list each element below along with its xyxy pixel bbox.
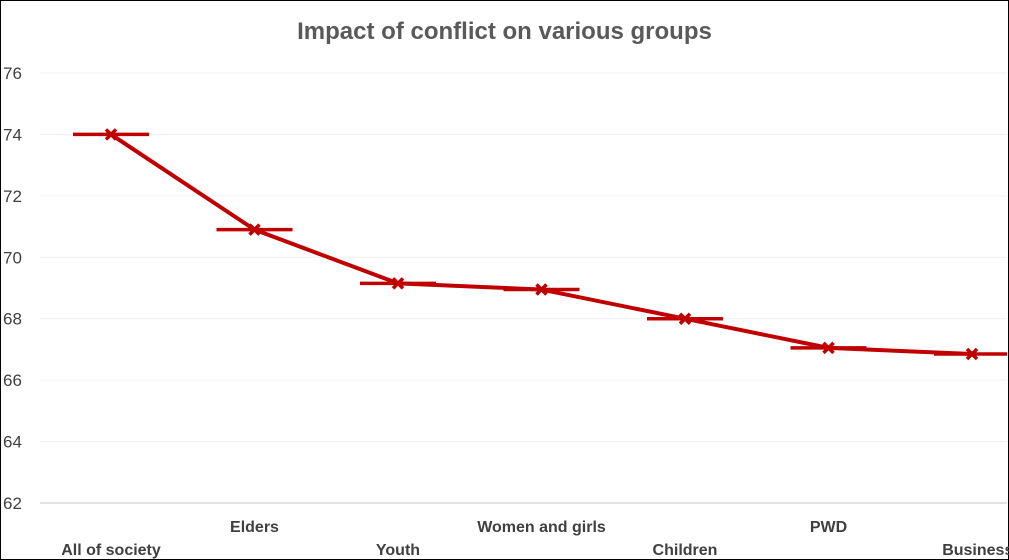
- marker-x: [965, 347, 979, 361]
- marker-x: [391, 277, 405, 290]
- x-category-labels: All of society Elders Youth Women and girls…: [61, 519, 1009, 559]
- x-category-label: All of society: [61, 542, 161, 559]
- data-point: [73, 128, 149, 141]
- y-tick-label: 76: [3, 64, 22, 83]
- x-category-label: Business.: [942, 542, 1009, 559]
- marker-x: [822, 341, 835, 355]
- gridlines: [40, 72, 1007, 443]
- series-line: [109, 132, 973, 357]
- y-tick-label: 70: [3, 248, 22, 267]
- y-tick-label: 62: [3, 494, 22, 513]
- y-tick-label: 72: [3, 187, 22, 206]
- x-category-label: Elders: [230, 519, 279, 536]
- data-point: [503, 283, 580, 296]
- x-category-label: Youth: [376, 542, 420, 559]
- data-point: [647, 312, 723, 325]
- marker-x: [248, 223, 261, 236]
- y-tick-labels: 62 64 66 68 70 72 74 76: [3, 64, 22, 513]
- y-tick-label: 74: [3, 125, 22, 144]
- data-point: [790, 341, 867, 355]
- x-category-label: Children: [653, 542, 718, 559]
- data-point: [360, 277, 436, 290]
- marker-x: [104, 128, 118, 141]
- x-category-label: Women and girls: [477, 519, 606, 536]
- y-tick-label: 66: [3, 371, 22, 390]
- chart-title: Impact of conflict on various groups: [297, 18, 712, 45]
- marker-x: [535, 283, 548, 296]
- series: [73, 128, 1007, 361]
- y-tick-label: 68: [3, 310, 22, 329]
- y-tick-label: 64: [3, 433, 22, 452]
- data-point: [216, 223, 293, 236]
- marker-x: [678, 312, 692, 325]
- data-point: [934, 347, 1007, 361]
- x-category-label: PWD: [810, 519, 847, 536]
